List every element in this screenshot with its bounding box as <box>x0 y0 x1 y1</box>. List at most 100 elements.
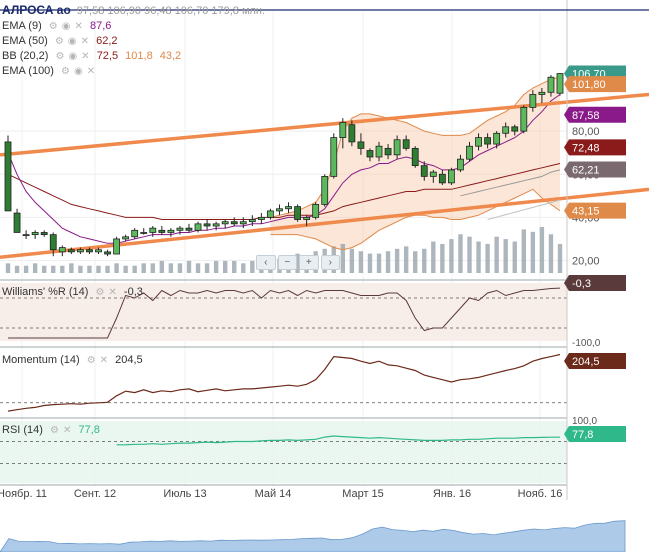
candle <box>248 215 256 226</box>
legend-williams[interactable]: Williams' %R (14) ⚙ ✕ -0,3 <box>2 285 143 300</box>
candle <box>203 219 211 231</box>
x-axis-labels: Ноябр. 11 Сент. 12 Июль 13 Май 14 Март 15 Янв… <box>0 488 562 500</box>
volume-bar <box>141 263 146 273</box>
candle-body <box>158 229 166 233</box>
x-axis-label: Сент. 12 <box>74 488 116 500</box>
volume-bar <box>60 265 65 273</box>
candle <box>438 169 446 186</box>
candle <box>366 148 374 162</box>
price-badge-bg <box>564 106 626 123</box>
candle-body <box>230 221 238 225</box>
volume-bar <box>168 263 174 273</box>
close-icon[interactable]: ✕ <box>86 66 96 77</box>
candle <box>375 141 383 162</box>
close-icon[interactable]: ✕ <box>80 36 90 47</box>
candle-body <box>122 236 130 240</box>
volume-bar <box>485 243 490 273</box>
settings-icon[interactable]: ⚙ <box>55 51 65 62</box>
candle-body <box>520 107 528 132</box>
volume-bar <box>512 241 517 273</box>
candle <box>95 247 102 255</box>
volume-bar <box>376 253 382 273</box>
legend-bb-lower: 43,2 <box>159 50 182 62</box>
settings-icon[interactable]: ⚙ <box>95 287 105 298</box>
legend-momentum[interactable]: Momentum (14) ⚙ ✕ 204,5 <box>2 353 143 368</box>
candle-body <box>339 122 347 138</box>
volume-bar <box>476 241 481 273</box>
legend-bb[interactable]: BB (20,2) ⚙ ◉ ✕ 72,5 101,8 43,2 <box>2 49 181 64</box>
candle-body <box>257 216 265 220</box>
candle-body <box>466 145 473 160</box>
candle <box>429 169 437 183</box>
panel-badge: -0,3 <box>564 275 626 291</box>
volume-bar <box>349 248 355 273</box>
upper-trend-line <box>0 92 649 157</box>
volume-bar <box>340 243 346 273</box>
legend-williams-value: -0,3 <box>123 286 143 298</box>
candle <box>457 154 464 173</box>
scroll-right-button[interactable]: › <box>320 255 340 270</box>
legend-ema100[interactable]: EMA (100) ⚙ ◉ ✕ <box>2 64 95 79</box>
close-icon[interactable]: ✕ <box>81 51 90 62</box>
candle <box>384 144 392 160</box>
legend-ema50[interactable]: EMA (50) ⚙ ◉ ✕ 62,2 <box>2 34 118 49</box>
settings-icon[interactable]: ⚙ <box>61 66 70 77</box>
close-icon[interactable]: ✕ <box>108 287 117 298</box>
visibility-icon[interactable]: ◉ <box>74 66 83 77</box>
zoom-out-button[interactable]: − <box>277 255 297 270</box>
quote-values: 97,58 106,90 96,48 106,70 179,8 млн. <box>76 5 266 17</box>
visibility-icon[interactable]: ◉ <box>67 36 77 47</box>
volume-bar <box>159 260 165 273</box>
close-icon[interactable]: ✕ <box>99 355 109 366</box>
settings-icon[interactable]: ⚙ <box>50 425 59 436</box>
price-badge-text: 62,21 <box>572 164 600 176</box>
candle-body <box>76 249 84 253</box>
momentum-line <box>7 353 561 412</box>
x-axis-label: Март 15 <box>342 488 384 500</box>
candle <box>556 73 564 96</box>
legend-ema9-value: 87,6 <box>89 20 112 32</box>
volume-bar <box>295 253 300 273</box>
candle-body <box>538 91 546 95</box>
volume-bar <box>367 253 373 273</box>
panel-badge-bg <box>564 353 626 369</box>
visibility-icon[interactable]: ◉ <box>61 21 71 32</box>
candle <box>511 124 519 136</box>
volume-bar <box>186 260 192 273</box>
legend-ema9[interactable]: EMA (9) ⚙ ◉ ✕ 87,6 <box>2 19 111 34</box>
candle-body <box>194 223 202 231</box>
visibility-icon[interactable]: ◉ <box>68 51 78 62</box>
settings-icon[interactable]: ⚙ <box>86 355 96 366</box>
legend-ema9-label: EMA (9) <box>2 20 42 32</box>
panel-badge: 204,5 <box>564 353 626 369</box>
panel-badge-text: 204,5 <box>572 356 600 368</box>
candle-body <box>4 141 12 212</box>
footer-navigator[interactable] <box>0 520 626 552</box>
price-badge: 87,58 <box>564 106 626 123</box>
close-icon[interactable]: ✕ <box>63 425 72 436</box>
settings-icon[interactable]: ⚙ <box>48 21 58 32</box>
volume-bar <box>422 248 427 273</box>
candle <box>194 221 202 233</box>
candle <box>230 217 238 226</box>
candle-body <box>384 147 392 156</box>
candle-body <box>113 238 120 255</box>
candle <box>221 219 229 229</box>
scroll-left-button[interactable]: ‹ <box>256 255 276 270</box>
volume-bar <box>385 251 391 273</box>
settings-icon[interactable]: ⚙ <box>54 36 64 47</box>
candle <box>285 202 292 214</box>
close-icon[interactable]: ✕ <box>74 21 83 32</box>
williams-axis-label: -100,0 <box>572 338 601 349</box>
legend-rsi[interactable]: RSI (14) ⚙ ✕ 77,8 <box>2 423 100 438</box>
candle-body <box>393 139 401 156</box>
candle <box>13 208 21 233</box>
candle <box>520 105 528 134</box>
zoom-in-button[interactable]: + <box>299 255 319 270</box>
volume-bar <box>213 260 219 273</box>
zoom-navigator[interactable]: ‹ − + › <box>256 255 340 270</box>
instrument-title[interactable]: АЛРОСА ао 97,58 106,90 96,48 106,70 179,8… <box>2 3 265 17</box>
candle-body <box>49 234 57 251</box>
candles <box>4 73 564 257</box>
